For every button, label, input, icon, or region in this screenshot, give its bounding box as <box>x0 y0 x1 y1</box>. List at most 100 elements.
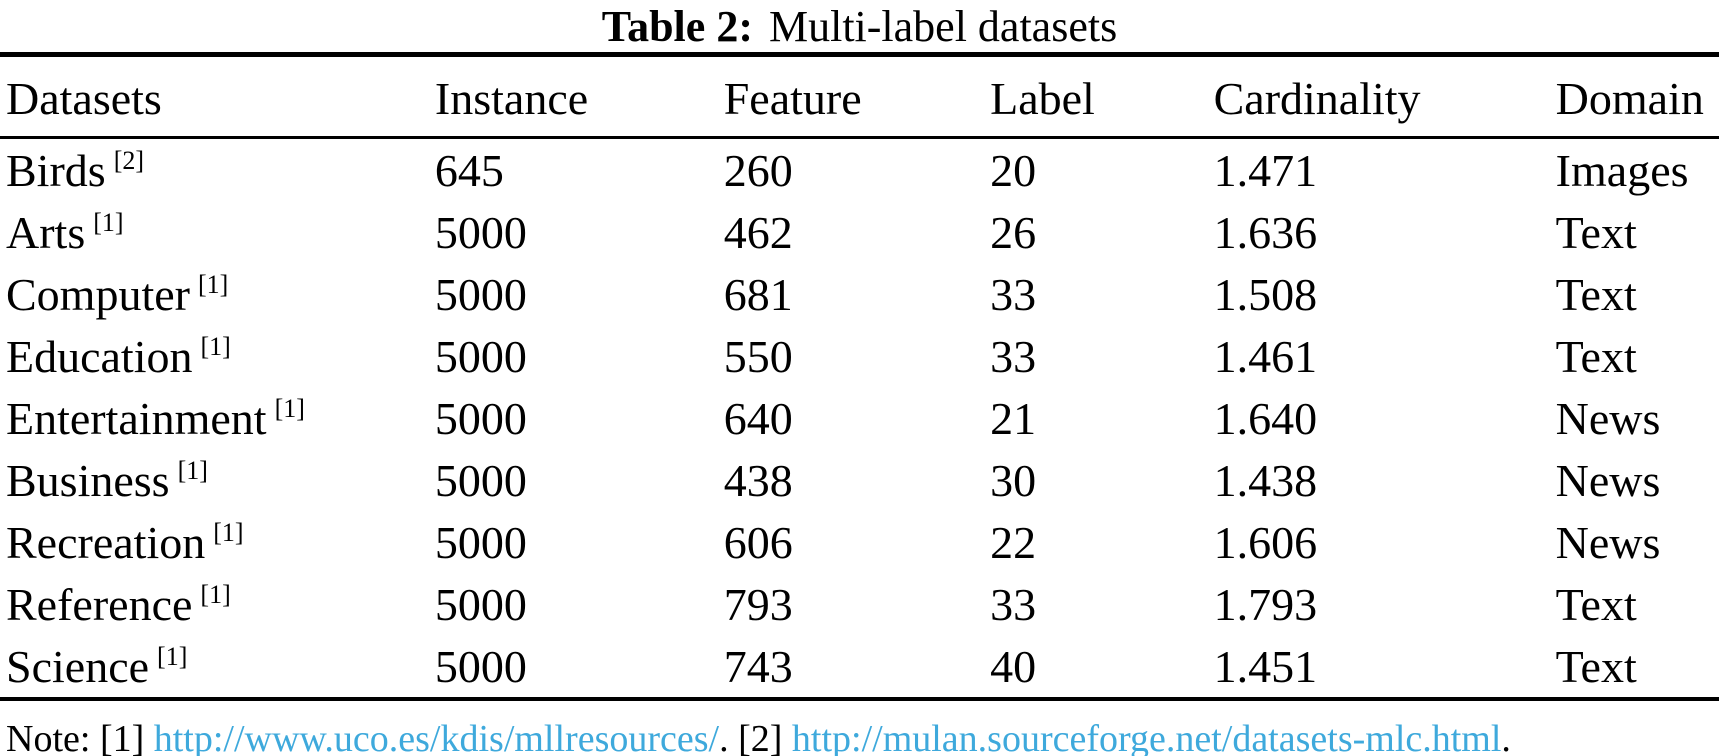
cell-dataset: Business [1] <box>0 449 435 511</box>
note-ref-1: [1] <box>99 718 145 756</box>
cell-domain: Text <box>1555 635 1719 701</box>
dataset-name: Business <box>6 454 170 506</box>
citation-ref: [1] <box>157 642 188 672</box>
cell-feature: 462 <box>723 206 793 258</box>
cell-cardinality: 1.640 <box>1213 392 1318 444</box>
cell-domain: Text <box>1555 578 1637 630</box>
citation-ref: [1] <box>200 332 231 362</box>
cell-instance: 5000 <box>434 392 527 444</box>
cell-feature: 260 <box>723 144 793 196</box>
table-row: Arts [1] 5000 462 26 1.636 Text <box>0 201 1719 263</box>
dataset-name: Entertainment <box>6 392 267 444</box>
cell-dataset: Birds [2] <box>0 138 435 202</box>
cell-cardinality: 1.508 <box>1213 268 1318 320</box>
column-header-label: Label <box>990 54 1214 139</box>
table-caption: Table 2: Multi-label datasets <box>0 0 1719 52</box>
cell-label: 40 <box>990 635 1214 701</box>
column-header-feature: Feature <box>723 54 991 139</box>
cell-feature: 681 <box>723 268 793 320</box>
column-header-cardinality: Cardinality <box>1213 54 1556 139</box>
dataset-name: Reference <box>6 578 193 630</box>
table-row: Education [1] 5000 550 33 1.461 Text <box>0 325 1719 387</box>
table-row: Reference [1] 5000 793 33 1.793 Text <box>0 573 1719 635</box>
cell-domain: Text <box>1555 268 1637 320</box>
citation-ref: [1] <box>197 270 229 300</box>
table-row: Science [1] 5000 743 40 1.451 Text <box>0 635 1719 701</box>
citation-ref: [1] <box>177 456 208 486</box>
table-note: Note: [1] http://www.uco.es/kdis/mllreso… <box>0 701 1719 756</box>
cell-feature: 793 <box>723 578 793 630</box>
link-mllresources[interactable]: http://www.uco.es/kdis/mllresources/ <box>153 718 720 756</box>
cell-cardinality: 1.461 <box>1213 330 1318 382</box>
cell-feature: 743 <box>723 635 991 701</box>
citation-ref: [2] <box>113 146 145 176</box>
cell-label: 33 <box>990 578 1037 630</box>
citation-ref: [1] <box>93 208 124 238</box>
cell-instance: 645 <box>434 144 504 196</box>
cell-dataset: Reference [1] <box>0 573 435 635</box>
cell-dataset: Arts [1] <box>0 201 435 263</box>
table-caption-label: Table 2: <box>601 2 753 51</box>
cell-cardinality: 1.636 <box>1213 206 1318 258</box>
cell-instance: 5000 <box>434 330 527 382</box>
dataset-name: Arts <box>6 206 86 258</box>
cell-dataset: Computer [1] <box>0 263 435 325</box>
cell-cardinality: 1.606 <box>1213 516 1318 568</box>
dataset-name: Computer <box>6 268 190 320</box>
table-row: Computer [1] 5000 681 33 1.508 Text <box>0 263 1719 325</box>
cell-cardinality: 1.451 <box>1213 635 1556 701</box>
cell-domain: News <box>1555 392 1661 444</box>
cell-instance: 5000 <box>434 578 527 630</box>
cell-dataset: Entertainment [1] <box>0 387 435 449</box>
cell-feature: 438 <box>723 454 793 506</box>
cell-domain: Text <box>1555 330 1637 382</box>
note-period-2: . <box>1501 718 1511 756</box>
cell-label: 20 <box>990 144 1037 196</box>
cell-feature: 550 <box>723 330 793 382</box>
column-header-datasets: Datasets <box>0 54 435 139</box>
cell-instance: 5000 <box>434 516 527 568</box>
cell-dataset: Recreation [1] <box>0 511 435 573</box>
column-header-instance: Instance <box>434 54 724 139</box>
cell-feature: 606 <box>723 516 793 568</box>
table-row: Business [1] 5000 438 30 1.438 News <box>0 449 1719 511</box>
dataset-name: Education <box>6 330 193 382</box>
cell-dataset: Science [1] <box>0 635 435 701</box>
cell-instance: 5000 <box>434 268 527 320</box>
cell-cardinality: 1.438 <box>1213 454 1318 506</box>
dataset-name: Science <box>6 640 150 692</box>
datasets-table: Datasets Instance Feature Label Cardinal… <box>0 52 1719 701</box>
cell-label: 22 <box>990 516 1037 568</box>
cell-label: 21 <box>990 392 1037 444</box>
cell-instance: 5000 <box>434 454 527 506</box>
note-prefix: Note: <box>6 718 91 756</box>
cell-label: 33 <box>990 268 1037 320</box>
column-header-domain: Domain <box>1555 54 1719 139</box>
link-mulan[interactable]: http://mulan.sourceforge.net/datasets-ml… <box>791 718 1502 756</box>
cell-label: 26 <box>990 206 1037 258</box>
citation-ref: [1] <box>213 518 244 548</box>
citation-ref: [1] <box>274 394 305 424</box>
cell-cardinality: 1.793 <box>1213 578 1318 630</box>
cell-label: 33 <box>990 330 1037 382</box>
table-row: Entertainment [1] 5000 640 21 1.640 News <box>0 387 1719 449</box>
cell-domain: Images <box>1555 144 1689 196</box>
cell-domain: News <box>1555 516 1661 568</box>
table-row: Birds [2] 645 260 20 1.471 Images <box>0 138 1719 202</box>
header-row: Datasets Instance Feature Label Cardinal… <box>0 54 1719 139</box>
cell-instance: 5000 <box>434 206 527 258</box>
cell-domain: News <box>1555 454 1661 506</box>
table-row: Recreation [1] 5000 606 22 1.606 News <box>0 511 1719 573</box>
cell-cardinality: 1.471 <box>1213 144 1318 196</box>
cell-dataset: Education [1] <box>0 325 435 387</box>
note-ref-2: [2] <box>738 718 783 756</box>
dataset-name: Recreation <box>6 516 206 568</box>
cell-domain: Text <box>1555 206 1637 258</box>
cell-instance: 5000 <box>434 635 724 701</box>
cell-label: 30 <box>990 454 1037 506</box>
cell-feature: 640 <box>723 392 793 444</box>
table-caption-text: Multi-label datasets <box>768 2 1118 51</box>
citation-ref: [1] <box>200 580 231 610</box>
note-period-1: . <box>719 718 729 756</box>
